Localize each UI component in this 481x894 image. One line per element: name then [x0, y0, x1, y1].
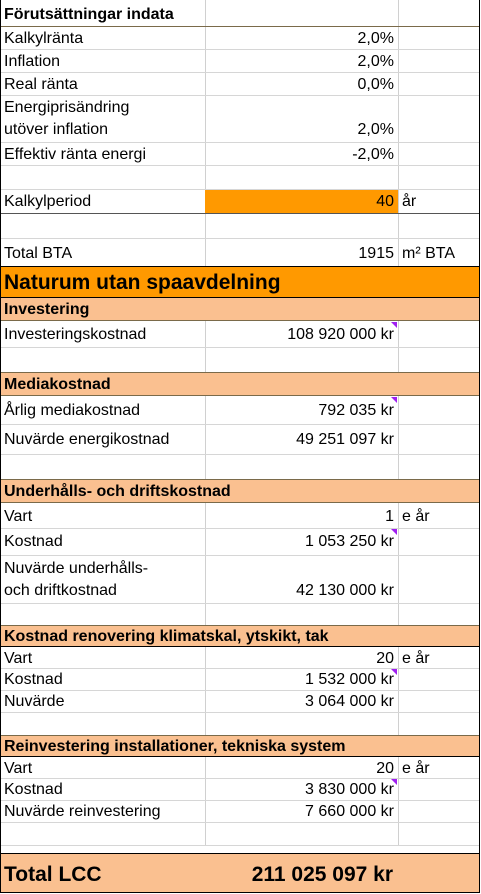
reinvestering-every-value[interactable]: 20	[376, 760, 394, 777]
renovering-header: Kostnad renovering klimatskal, ytskikt, …	[0, 625, 480, 647]
underhall-every-unit: e år	[402, 508, 430, 525]
period-value[interactable]: 40	[376, 193, 394, 210]
total-label: Total LCC	[4, 863, 102, 886]
reinvestering-every-label: Vart	[4, 760, 33, 777]
media-npv-row[interactable]: Nuvärde energikostnad 49 251 097 kr	[0, 425, 480, 454]
investering-value[interactable]: 108 920 000 kr	[287, 326, 394, 343]
input-row[interactable]: Inflation 2,0%	[0, 50, 480, 72]
title-row: Naturum utan spaavdelning	[0, 266, 480, 298]
input-label: Effektiv ränta energi	[4, 146, 147, 163]
comment-marker-icon[interactable]	[391, 322, 397, 328]
page-title: Naturum utan spaavdelning	[4, 271, 281, 294]
comment-marker-icon[interactable]	[391, 397, 397, 403]
total-value[interactable]: 211 025 097 kr	[251, 863, 393, 886]
renovering-npv-value[interactable]: 3 064 000 kr	[305, 693, 394, 710]
input-value[interactable]: 2,0%	[357, 53, 394, 70]
input-row[interactable]: Effektiv ränta energi -2,0%	[0, 143, 480, 165]
reinvestering-cost-label: Kostnad	[4, 781, 63, 798]
reinvestering-title: Reinvestering installationer, tekniska s…	[4, 738, 346, 755]
renovering-cost-label: Kostnad	[4, 671, 63, 688]
underhall-npv-row[interactable]: Nuvärde underhålls- och driftkostnad 42 …	[0, 556, 480, 603]
comment-marker-icon[interactable]	[391, 779, 397, 785]
underhall-header: Underhålls- och driftskostnad	[0, 479, 480, 503]
underhall-title: Underhålls- och driftskostnad	[4, 483, 231, 500]
media-annual-label: Årlig mediakostnad	[4, 402, 141, 419]
renovering-title: Kostnad renovering klimatskal, ytskikt, …	[4, 628, 329, 645]
inputs-title: Förutsättningar indata	[4, 6, 174, 23]
underhall-every-row[interactable]: Vart 1 e år	[0, 504, 480, 528]
comment-marker-icon[interactable]	[391, 529, 397, 535]
bta-row[interactable]: Total BTA 1915 m² BTA	[0, 242, 480, 266]
gridline	[205, 320, 206, 845]
input-value[interactable]: 0,0%	[357, 76, 394, 93]
comment-marker-icon[interactable]	[391, 669, 397, 675]
input-row[interactable]: Kalkylränta 2,0%	[0, 27, 480, 49]
total-row[interactable]: Total LCC 211 025 097 kr	[0, 853, 480, 893]
media-title: Mediakostnad	[4, 376, 111, 393]
gridline	[398, 0, 399, 266]
investering-label: Investeringskostnad	[4, 326, 147, 343]
period-label: Kalkylperiod	[4, 193, 92, 210]
reinvestering-every-row[interactable]: Vart 20 e år	[0, 758, 480, 778]
renovering-npv-label: Nuvärde	[4, 693, 65, 710]
period-row[interactable]: Kalkylperiod 40 år	[0, 190, 480, 213]
input-label: Kalkylränta	[4, 30, 84, 47]
gridline	[205, 0, 206, 266]
reinvestering-cost-row[interactable]: Kostnad 3 830 000 kr	[0, 779, 480, 800]
media-header: Mediakostnad	[0, 372, 480, 396]
underhall-cost-row[interactable]: Kostnad 1 053 250 kr	[0, 529, 480, 555]
media-npv-value[interactable]: 49 251 097 kr	[296, 431, 394, 448]
investering-title: Investering	[4, 301, 90, 318]
renovering-cost-value[interactable]: 1 532 000 kr	[305, 671, 394, 688]
bta-label: Total BTA	[4, 245, 73, 262]
period-unit: år	[402, 193, 417, 210]
underhall-npv-label: Nuvärde underhålls-	[4, 560, 149, 577]
reinvestering-cost-value[interactable]: 3 830 000 kr	[305, 781, 394, 798]
input-value[interactable]: 2,0%	[357, 30, 394, 47]
renovering-every-value[interactable]: 20	[376, 650, 394, 667]
input-value[interactable]: 2,0%	[357, 121, 394, 138]
input-label: utöver inflation	[4, 121, 109, 138]
input-row[interactable]: Real ränta 0,0%	[0, 73, 480, 95]
input-value[interactable]: -2,0%	[352, 146, 394, 163]
renovering-cost-row[interactable]: Kostnad 1 532 000 kr	[0, 669, 480, 690]
underhall-cost-label: Kostnad	[4, 533, 63, 550]
reinvestering-every-unit: e år	[402, 760, 430, 777]
reinvestering-npv-row[interactable]: Nuvärde reinvestering 7 660 000 kr	[0, 801, 480, 822]
media-annual-value[interactable]: 792 035 kr	[318, 402, 394, 419]
input-label: Inflation	[4, 53, 61, 70]
underhall-npv-value[interactable]: 42 130 000 kr	[296, 582, 394, 599]
media-annual-row[interactable]: Årlig mediakostnad 792 035 kr	[0, 397, 480, 424]
underhall-every-value[interactable]: 1	[385, 508, 394, 525]
input-label: Energiprisändring	[4, 99, 130, 116]
reinvestering-npv-label: Nuvärde reinvestering	[4, 803, 161, 820]
bta-value[interactable]: 1915	[358, 245, 394, 262]
period-cell[interactable]: 40	[205, 190, 398, 213]
renovering-npv-row[interactable]: Nuvärde 3 064 000 kr	[0, 691, 480, 712]
underhall-npv-label: och driftkostnad	[4, 582, 117, 599]
renovering-every-unit: e år	[402, 650, 430, 667]
underhall-cost-value[interactable]: 1 053 250 kr	[305, 533, 394, 550]
underhall-every-label: Vart	[4, 508, 33, 525]
reinvestering-npv-value[interactable]: 7 660 000 kr	[305, 803, 394, 820]
renovering-every-row[interactable]: Vart 20 e år	[0, 648, 480, 668]
renovering-every-label: Vart	[4, 650, 33, 667]
investering-row[interactable]: Investeringskostnad 108 920 000 kr	[0, 322, 480, 347]
media-npv-label: Nuvärde energikostnad	[4, 431, 170, 448]
investering-header: Investering	[0, 298, 480, 321]
bta-unit: m² BTA	[402, 245, 456, 262]
reinvestering-header: Reinvestering installationer, tekniska s…	[0, 735, 480, 757]
input-label: Real ränta	[4, 76, 78, 93]
inputs-header-row: Förutsättningar indata	[0, 4, 480, 26]
input-row[interactable]: Energiprisändring utöver inflation 2,0%	[0, 96, 480, 142]
gridline	[398, 320, 399, 845]
